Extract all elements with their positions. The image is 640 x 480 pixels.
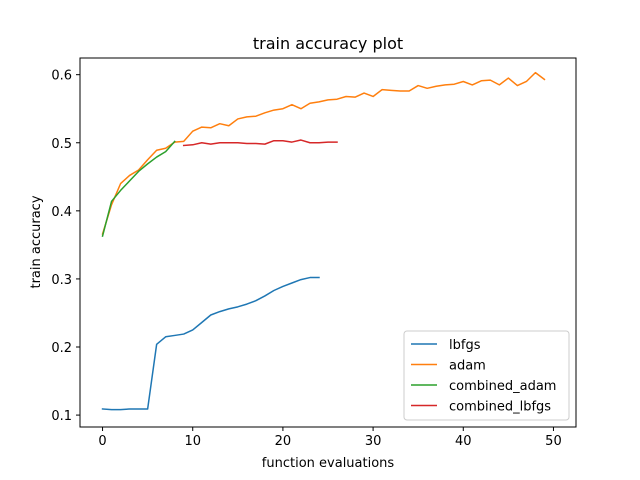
y-tick-label: 0.2 <box>51 341 72 356</box>
series-line-adam <box>101 71 546 235</box>
x-tick-label: 0 <box>98 434 106 449</box>
x-tick-label: 30 <box>365 434 382 449</box>
plot-frame <box>79 57 577 428</box>
y-axis: 0.1 0.2 0.3 0.4 0.5 0.6 <box>51 69 80 424</box>
series-line-lbfgs <box>101 276 320 411</box>
x-tick-label: 20 <box>275 434 292 449</box>
y-tick-label: 0.3 <box>51 273 72 288</box>
y-tick-label: 0.6 <box>51 69 72 84</box>
y-axis-title: train accuracy <box>29 195 44 288</box>
series-line-combined-lbfgs <box>182 139 338 147</box>
legend-label: combined_lbfgs <box>449 400 551 415</box>
x-tick-label: 50 <box>545 434 562 449</box>
series-layer <box>101 71 546 411</box>
y-tick-label: 0.5 <box>51 137 72 152</box>
x-tick-label: 40 <box>455 434 472 449</box>
y-tick-label: 0.4 <box>51 205 72 220</box>
legend: lbfgs adam combined_adam combined_lbfgs <box>403 330 570 421</box>
legend-label: combined_adam <box>449 379 556 394</box>
y-tick-label: 0.1 <box>51 409 72 424</box>
x-tick-label: 10 <box>184 434 201 449</box>
legend-box <box>403 330 570 421</box>
series-line-combined-adam <box>101 140 176 237</box>
legend-label: adam <box>449 359 486 374</box>
legend-label: lbfgs <box>449 338 481 353</box>
x-axis: 0 10 20 30 40 50 <box>98 427 562 449</box>
chart-title: train accuracy plot <box>253 34 403 53</box>
x-axis-title: function evaluations <box>262 456 395 471</box>
